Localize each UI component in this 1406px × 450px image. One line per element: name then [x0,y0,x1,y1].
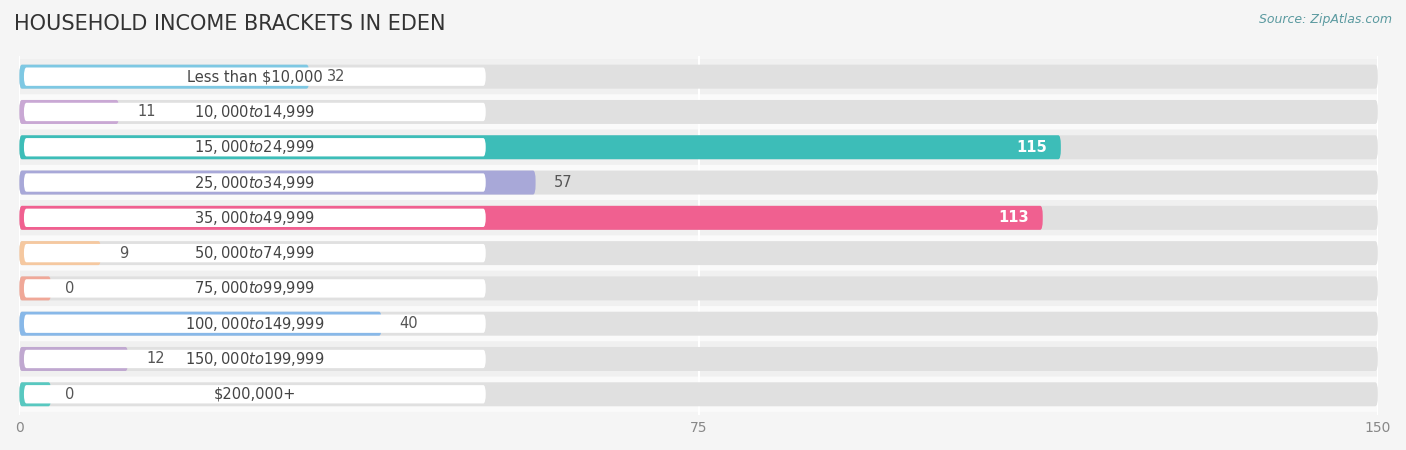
Text: HOUSEHOLD INCOME BRACKETS IN EDEN: HOUSEHOLD INCOME BRACKETS IN EDEN [14,14,446,33]
FancyBboxPatch shape [20,235,1378,271]
FancyBboxPatch shape [24,350,485,368]
Text: $200,000+: $200,000+ [214,387,297,402]
Text: $150,000 to $199,999: $150,000 to $199,999 [186,350,325,368]
FancyBboxPatch shape [20,241,1378,265]
FancyBboxPatch shape [20,342,1378,377]
Text: 11: 11 [138,104,156,119]
Text: 0: 0 [65,281,75,296]
FancyBboxPatch shape [24,385,485,404]
Text: $10,000 to $14,999: $10,000 to $14,999 [194,103,315,121]
FancyBboxPatch shape [20,377,1378,412]
FancyBboxPatch shape [20,382,51,406]
Text: $100,000 to $149,999: $100,000 to $149,999 [186,315,325,333]
FancyBboxPatch shape [20,65,1378,89]
FancyBboxPatch shape [20,135,1378,159]
FancyBboxPatch shape [24,279,485,297]
FancyBboxPatch shape [20,171,536,194]
Text: $35,000 to $49,999: $35,000 to $49,999 [194,209,315,227]
FancyBboxPatch shape [20,241,101,265]
FancyBboxPatch shape [20,100,1378,124]
Text: 113: 113 [998,210,1029,225]
Text: 12: 12 [146,351,165,366]
FancyBboxPatch shape [24,138,485,157]
Text: $75,000 to $99,999: $75,000 to $99,999 [194,279,315,297]
Text: $50,000 to $74,999: $50,000 to $74,999 [194,244,315,262]
FancyBboxPatch shape [20,276,1378,301]
FancyBboxPatch shape [24,68,485,86]
FancyBboxPatch shape [24,315,485,333]
FancyBboxPatch shape [20,200,1378,235]
FancyBboxPatch shape [20,135,1062,159]
Text: 9: 9 [120,246,128,261]
FancyBboxPatch shape [20,171,1378,194]
FancyBboxPatch shape [20,65,309,89]
FancyBboxPatch shape [20,312,381,336]
FancyBboxPatch shape [24,103,485,121]
FancyBboxPatch shape [20,312,1378,336]
FancyBboxPatch shape [20,130,1378,165]
FancyBboxPatch shape [20,347,128,371]
FancyBboxPatch shape [20,271,1378,306]
Text: 40: 40 [399,316,419,331]
Text: 32: 32 [328,69,346,84]
FancyBboxPatch shape [20,382,1378,406]
FancyBboxPatch shape [20,94,1378,130]
Text: 57: 57 [554,175,572,190]
Text: 115: 115 [1017,140,1047,155]
FancyBboxPatch shape [20,59,1378,94]
Text: 0: 0 [65,387,75,402]
FancyBboxPatch shape [20,100,120,124]
FancyBboxPatch shape [24,173,485,192]
Text: Less than $10,000: Less than $10,000 [187,69,323,84]
Text: $15,000 to $24,999: $15,000 to $24,999 [194,138,315,156]
FancyBboxPatch shape [20,206,1043,230]
FancyBboxPatch shape [20,165,1378,200]
Text: $25,000 to $34,999: $25,000 to $34,999 [194,174,315,192]
FancyBboxPatch shape [24,209,485,227]
FancyBboxPatch shape [20,206,1378,230]
FancyBboxPatch shape [20,276,51,301]
Text: Source: ZipAtlas.com: Source: ZipAtlas.com [1258,14,1392,27]
FancyBboxPatch shape [24,244,485,262]
FancyBboxPatch shape [20,347,1378,371]
FancyBboxPatch shape [20,306,1378,342]
